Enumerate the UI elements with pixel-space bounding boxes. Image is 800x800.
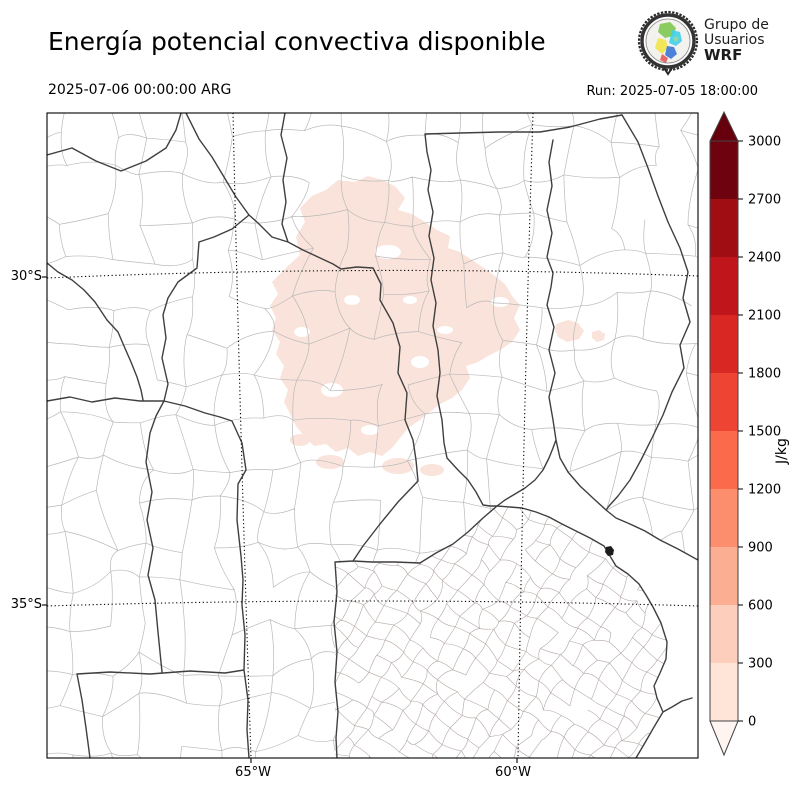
dense-department-boundaries <box>335 506 667 758</box>
logo-line-2: Usuarios <box>704 32 765 48</box>
globe-logo-icon <box>637 10 699 76</box>
colorbar-arrow-under <box>710 721 738 755</box>
lat-label-35s: 35°S <box>10 597 42 612</box>
colorbar-segment <box>710 663 738 721</box>
buenos-aires-landmass <box>335 506 667 758</box>
colorbar-tick-label: 900 <box>748 541 773 556</box>
logo-line-3: WRF <box>704 46 743 64</box>
colorbar-segment <box>710 315 738 373</box>
colorbar-unit-label: J/kg <box>774 438 790 465</box>
colorbar-segment <box>710 489 738 547</box>
colorbar-segment <box>710 547 738 605</box>
valid-time-label: 2025-07-06 00:00:00 ARG <box>48 82 232 98</box>
colorbar-segment <box>710 199 738 257</box>
colorbar-tick-label: 2100 <box>748 309 781 324</box>
colorbar-tick-label: 0 <box>748 715 756 730</box>
coastline-and-rivers <box>496 114 698 758</box>
colorbar-segment <box>710 431 738 489</box>
graticule-35s <box>47 600 698 607</box>
colorbar-tick-label: 300 <box>748 657 773 672</box>
colorbar-tick-label: 1800 <box>748 367 781 382</box>
map-frame <box>46 112 699 759</box>
colorbar-segments <box>710 112 738 755</box>
colorbar-tick-label: 1200 <box>748 483 781 498</box>
run-time-label: Run: 2025-07-05 18:00:00 <box>586 84 758 99</box>
graticule-30s <box>47 269 698 279</box>
graticule <box>47 113 698 758</box>
graticule-65w <box>232 113 252 758</box>
logo-line-1: Grupo de <box>704 17 769 33</box>
colorbar-tick-label: 1500 <box>748 425 781 440</box>
colorbar-ticks: 0 300 600 900 1200 1500 1800 2100 2400 2700 3000 <box>738 135 781 730</box>
axis-ticks <box>42 276 518 763</box>
lon-label-60w: 60°W <box>495 765 531 780</box>
city-marker <box>605 546 614 556</box>
cape-region-holes <box>294 245 509 435</box>
lon-label-65w: 65°W <box>235 765 271 780</box>
rio-de-la-plata-water <box>497 440 698 758</box>
colorbar-tick-label: 600 <box>748 599 773 614</box>
colorbar-segment <box>710 373 738 431</box>
graticule-60w <box>517 113 534 758</box>
page-title: Energía potencial convectiva disponible <box>48 27 546 56</box>
colorbar-tick-label: 2700 <box>748 193 781 208</box>
colorbar: 0 300 600 900 1200 1500 1800 2100 2400 2700 3000 J… <box>709 110 790 757</box>
colorbar-segment <box>710 605 738 663</box>
colorbar-tick-label: 3000 <box>748 135 781 150</box>
province-borders <box>47 113 623 758</box>
lat-label-30s: 30°S <box>10 269 42 284</box>
colorbar-segment <box>710 257 738 315</box>
wrf-users-group-logo: Grupo de Usuarios WRF <box>636 10 796 76</box>
colorbar-arrow-over <box>710 112 738 141</box>
colorbar-tick-label: 2400 <box>748 251 781 266</box>
map-panel <box>42 112 699 763</box>
colorbar-segment <box>710 141 738 199</box>
